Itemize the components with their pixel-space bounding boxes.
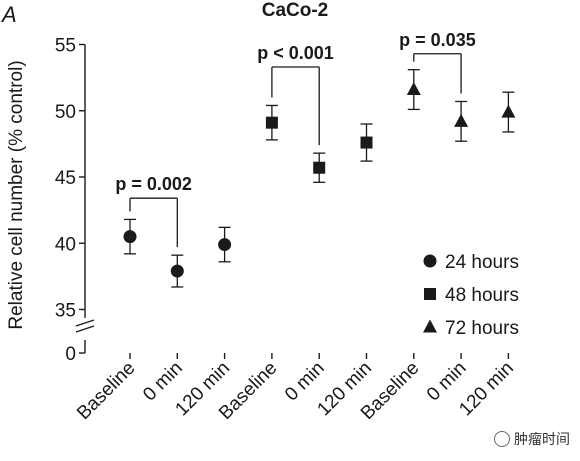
watermark-text: 肿瘤时间 (514, 432, 570, 448)
y-tick-label: 40 (55, 234, 76, 255)
y-tick-label: 35 (55, 301, 76, 322)
legend-label: 72 hours (445, 318, 519, 339)
p-value-label: p = 0.035 (399, 30, 476, 50)
watermark: 肿瘤时间 (494, 429, 570, 449)
axis-break-mark (75, 325, 95, 333)
data-point-triangle (406, 82, 421, 96)
legend-label: 24 hours (445, 252, 519, 273)
p-value-label: p < 0.001 (257, 43, 334, 63)
chart-title: CaCo-2 (262, 0, 329, 21)
panel-label: A (0, 2, 17, 27)
data-point-triangle (501, 104, 516, 118)
y-tick-label: 50 (55, 102, 76, 123)
axis-break-mark (75, 319, 95, 327)
legend-marker-circle (423, 254, 437, 268)
data-point-square (360, 136, 373, 149)
y-tick-label: 45 (55, 168, 76, 189)
y-axis-title: Relative cell number (% control) (6, 60, 27, 329)
data-point-triangle (454, 113, 469, 127)
legend-marker-square (424, 288, 436, 300)
legend-label: 48 hours (445, 285, 519, 306)
x-tick-label: Baseline (73, 358, 139, 424)
wechat-icon (494, 431, 510, 447)
data-point-circle (170, 264, 184, 278)
data-point-square (313, 161, 326, 174)
data-point-square (265, 116, 278, 129)
legend-marker-triangle (423, 319, 437, 333)
data-point-circle (123, 230, 137, 244)
y-tick-label: 0 (65, 344, 76, 365)
p-value-label: p = 0.002 (115, 174, 192, 194)
data-point-circle (218, 238, 232, 252)
y-tick-label: 55 (55, 36, 76, 57)
